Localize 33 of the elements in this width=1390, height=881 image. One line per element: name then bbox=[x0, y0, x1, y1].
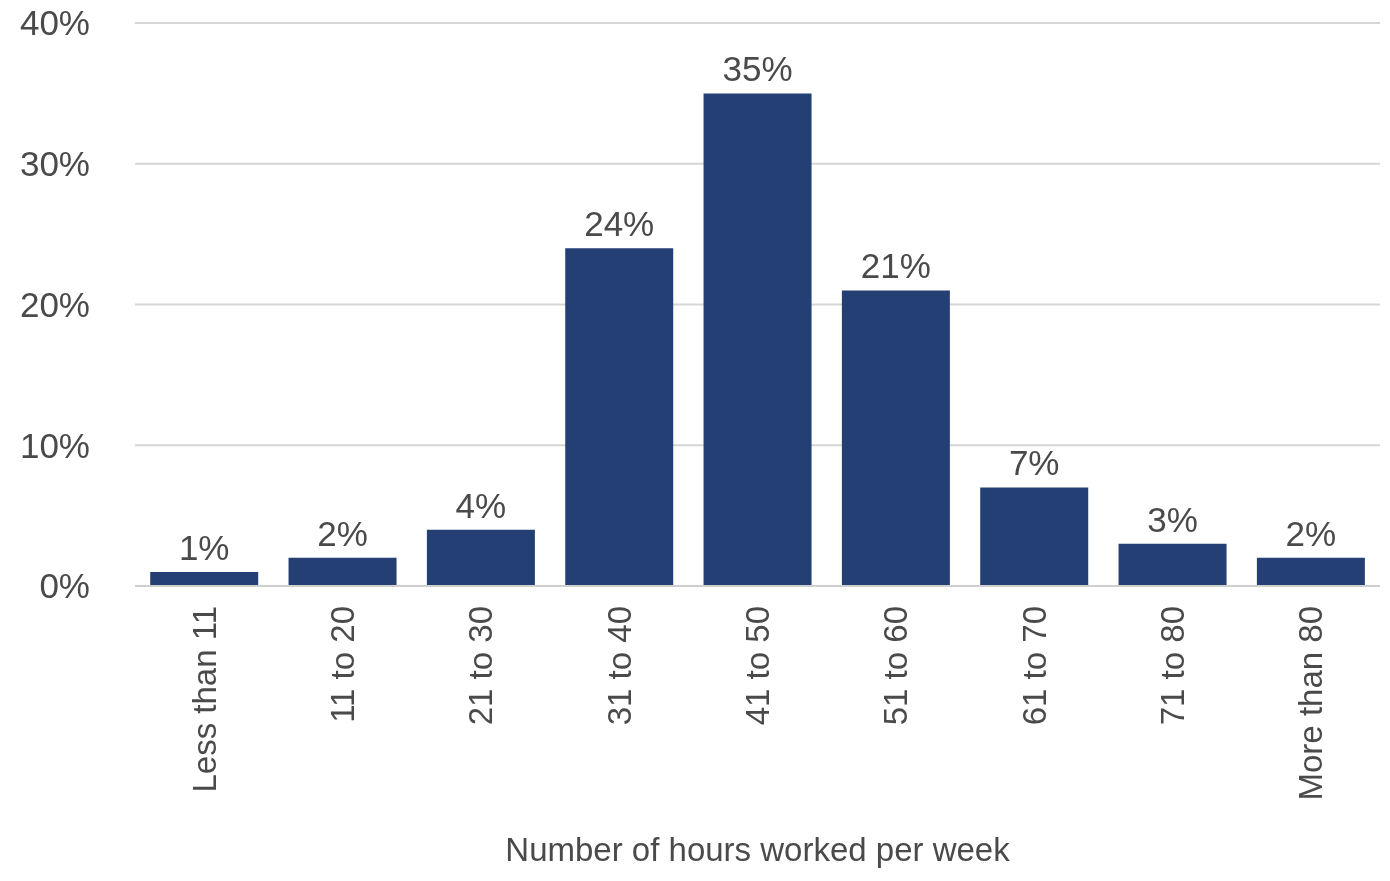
bar bbox=[150, 571, 259, 586]
x-tick-label: 11 to 20 bbox=[324, 606, 361, 723]
data-label: 7% bbox=[1008, 443, 1060, 483]
x-tick-label: 31 to 40 bbox=[600, 606, 638, 726]
data-label: 2% bbox=[317, 513, 368, 553]
bar bbox=[1256, 557, 1365, 586]
bar bbox=[426, 529, 535, 586]
y-tick-label: 30% bbox=[19, 144, 90, 184]
x-tick-label: 41 to 50 bbox=[739, 606, 776, 726]
data-label: 24% bbox=[584, 204, 655, 244]
x-axis-title: Number of hours worked per week bbox=[505, 831, 1011, 868]
x-tick-label: 21 to 30 bbox=[462, 606, 500, 726]
bar bbox=[980, 487, 1089, 586]
x-tick-label: 61 to 70 bbox=[1015, 606, 1053, 726]
data-label: 1% bbox=[178, 527, 230, 567]
x-tick-label: Less than 11 bbox=[185, 606, 223, 793]
data-label: 21% bbox=[860, 246, 931, 286]
data-label: 2% bbox=[1285, 513, 1337, 553]
bar bbox=[565, 248, 674, 586]
y-tick-label: 20% bbox=[19, 284, 90, 324]
bar bbox=[703, 93, 812, 586]
bar bbox=[288, 557, 397, 586]
data-label: 4% bbox=[455, 485, 507, 525]
x-tick-label: More than 80 bbox=[1292, 606, 1330, 801]
bar bbox=[841, 290, 950, 586]
data-label: 35% bbox=[722, 49, 793, 89]
data-label: 3% bbox=[1147, 499, 1198, 539]
y-tick-label: 10% bbox=[19, 425, 90, 465]
x-tick-label: 71 to 80 bbox=[1154, 606, 1191, 726]
x-tick-label: 51 to 60 bbox=[877, 606, 915, 726]
y-tick-label: 0% bbox=[39, 566, 90, 606]
y-tick-label: 40% bbox=[19, 3, 90, 43]
bar bbox=[1118, 543, 1227, 586]
